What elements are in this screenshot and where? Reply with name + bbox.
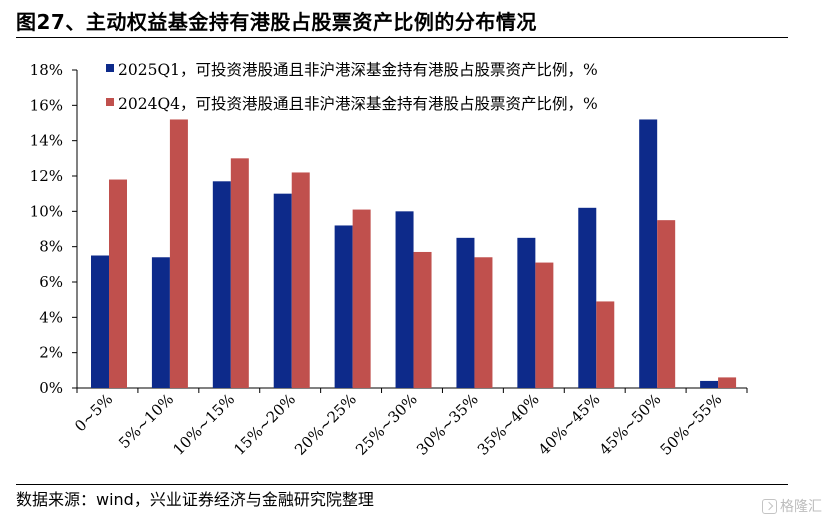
x-tick-label: 35%~40% — [474, 390, 543, 459]
bar-series-2 — [109, 179, 127, 388]
y-tick-label: 6% — [39, 273, 63, 291]
x-tick-label: 10%~15% — [169, 390, 238, 459]
legend-swatch-series-1 — [106, 64, 114, 72]
bar-series-2 — [413, 251, 432, 388]
y-tick-label: 10% — [30, 202, 63, 220]
title-divider — [16, 37, 788, 38]
source-divider — [16, 484, 788, 485]
bar-series-2 — [718, 377, 737, 388]
y-tick-label: 0% — [39, 379, 63, 397]
y-tick-label: 14% — [30, 132, 63, 150]
bar-series-1 — [395, 211, 414, 388]
bar-series-2 — [535, 262, 554, 388]
bar-series-1 — [212, 181, 231, 388]
watermark: 格隆汇 — [762, 496, 822, 516]
source-note: 数据来源：wind，兴业证券经济与金融研究院整理 — [16, 490, 374, 509]
bar-series-1 — [700, 380, 719, 388]
bar-series-1 — [578, 207, 597, 388]
bar-series-1 — [273, 193, 292, 388]
bar-series-1 — [456, 237, 475, 388]
x-tick-label: 40%~45% — [535, 390, 604, 459]
watermark-text: 格隆汇 — [780, 499, 822, 515]
bar-chart: 0% 2% 4% 6% 8% 10% 12% 14% 16% 18% 0~5%5%~10%10%~1… — [30, 61, 748, 459]
legend-label-series-2: 2024Q4，可投资港股通且非沪港深基金持有港股占股票资产比例，% — [118, 95, 598, 113]
bar-series-1 — [639, 119, 658, 388]
bar-series-2 — [596, 301, 615, 388]
y-tick-label: 18% — [30, 61, 63, 79]
x-tick-label: 15%~20% — [230, 390, 299, 459]
bar-series-1 — [91, 255, 109, 388]
bar-series-2 — [657, 220, 676, 388]
y-tick-label: 16% — [30, 96, 63, 114]
y-tick-label: 8% — [39, 238, 63, 256]
bar-series-1 — [151, 257, 170, 388]
x-tick-label: 5%~10% — [115, 390, 177, 452]
legend-label-series-1: 2025Q1，可投资港股通且非沪港深基金持有港股占股票资产比例，% — [118, 61, 598, 79]
bar-series-2 — [169, 119, 188, 388]
bar-series-2 — [474, 257, 493, 388]
bar-series-2 — [291, 172, 310, 388]
figure-title: 图27、主动权益基金持有港股占股票资产比例的分布情况 — [16, 10, 537, 34]
y-tick-label: 4% — [39, 308, 63, 326]
x-tick-label: 30%~35% — [413, 390, 482, 459]
bar-series-1 — [334, 225, 353, 388]
y-tick-label: 2% — [39, 344, 63, 362]
watermark-logo-icon — [762, 498, 777, 514]
bar-series-2 — [230, 158, 249, 388]
x-tick-label: 45%~50% — [596, 390, 665, 459]
x-tick-label: 0~5% — [71, 390, 116, 435]
x-tick-label: 25%~30% — [352, 390, 421, 459]
bar-series-1 — [517, 237, 536, 388]
x-tick-label: 50%~55% — [657, 390, 726, 459]
y-tick-label: 12% — [30, 167, 63, 185]
bar-series-2 — [352, 209, 371, 388]
x-tick-label: 20%~25% — [291, 390, 360, 459]
legend-swatch-series-2 — [106, 98, 114, 106]
